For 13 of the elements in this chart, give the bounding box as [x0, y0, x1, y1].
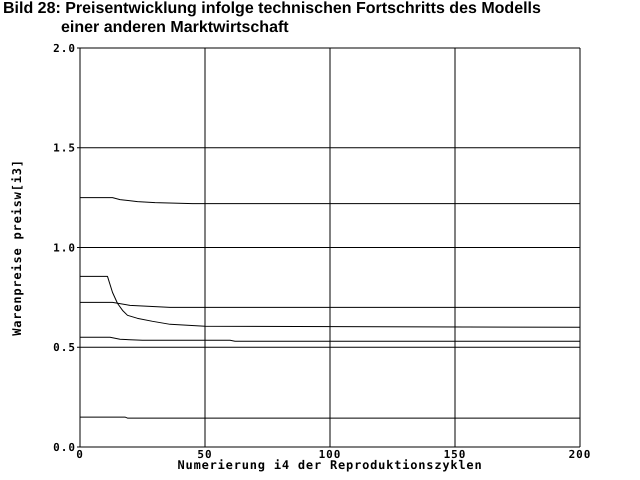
y-axis-title: Warenpreise preisw[i3]: [10, 159, 24, 336]
x-axis-title: Numerierung i4 der Reproduktionszyklen: [178, 458, 482, 472]
x-tick-label: 150: [444, 448, 466, 461]
chart-title: Bild 28: Preisentwicklung infolge technischen Fortschritts des Modells einer anderen Marktwirtschaft: [3, 0, 542, 37]
y-tick-label: 0.0: [53, 440, 76, 454]
x-tick-label: 0: [76, 448, 84, 461]
x-tick-label: 100: [318, 448, 342, 461]
y-tick-label: 0.5: [53, 341, 76, 354]
x-tick-label: 50: [197, 448, 213, 461]
y-tick-label: 1.5: [53, 142, 76, 155]
y-tick-label: 1.0: [53, 241, 76, 254]
y-tick-label: 2.0: [53, 42, 76, 55]
x-tick-label: 200: [568, 448, 592, 461]
